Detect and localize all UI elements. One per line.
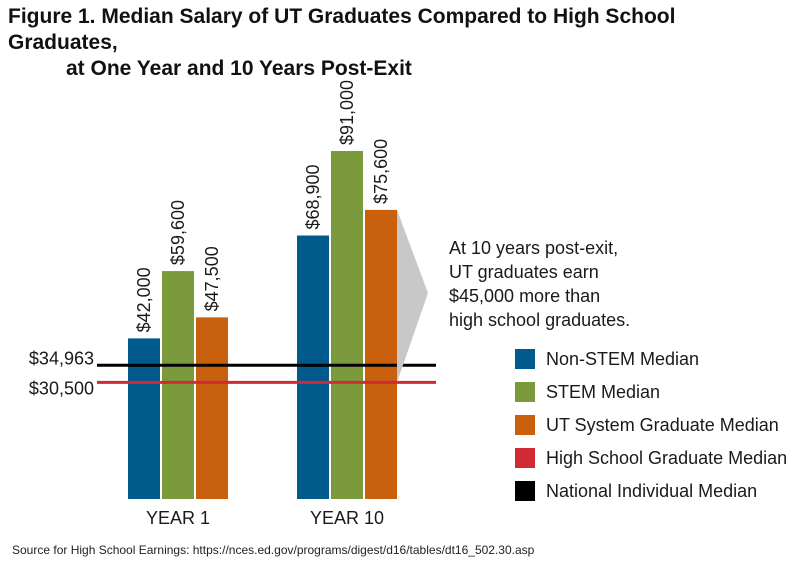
bar-value-label: $47,500 <box>202 246 222 311</box>
chart-title: Figure 1. Median Salary of UT Graduates … <box>8 4 788 82</box>
bar-ut-system-graduate-median-year-1 <box>196 317 228 499</box>
legend-label: National Individual Median <box>546 481 757 501</box>
legend-swatch <box>515 382 535 402</box>
legend-label: UT System Graduate Median <box>546 415 779 435</box>
callout-text-line: UT graduates earn <box>449 262 599 282</box>
legend-label: Non-STEM Median <box>546 349 699 369</box>
bar-non-stem-median-year-10 <box>297 235 329 499</box>
callout-text-line: At 10 years post-exit, <box>449 238 618 258</box>
bar-value-label: $91,000 <box>337 80 357 145</box>
reference-lines-group: $30,500 $34,963 <box>29 348 436 398</box>
legend-swatch <box>515 448 535 468</box>
bar-value-label: $59,600 <box>168 200 188 265</box>
callout-wedge <box>397 209 428 383</box>
bar-value-label: $42,000 <box>134 267 154 332</box>
bar-stem-median-year-10 <box>331 151 363 499</box>
bar-ut-system-graduate-median-year-10 <box>365 209 397 499</box>
callout-group: At 10 years post-exit, UT graduates earn $… <box>397 209 630 383</box>
legend-group: Non-STEM Median STEM Median UT System Grad… <box>515 349 787 501</box>
title-line-2: at One Year and 10 Years Post-Exit <box>66 57 412 80</box>
bar-value-label: $68,900 <box>303 164 323 229</box>
legend-swatch <box>515 481 535 501</box>
bar-non-stem-median-year-1 <box>128 338 160 499</box>
bar-stem-median-year-1 <box>162 271 194 499</box>
reference-line-label: $30,500 <box>29 378 94 398</box>
category-label: YEAR 10 <box>310 508 384 528</box>
category-label: YEAR 1 <box>146 508 210 528</box>
legend-label: STEM Median <box>546 382 660 402</box>
bars-group: $42,000 $59,600 $47,500 YEAR 1 $68,900 $91,00… <box>128 80 397 528</box>
legend-swatch <box>515 349 535 369</box>
legend-label: High School Graduate Median <box>546 448 787 468</box>
bar-value-label: $75,600 <box>371 139 391 204</box>
callout-text-line: high school graduates. <box>449 310 630 330</box>
source-note: Source for High School Earnings: https:/… <box>12 543 535 557</box>
reference-line-label: $34,963 <box>29 348 94 368</box>
legend-swatch <box>515 415 535 435</box>
title-line-1: Figure 1. Median Salary of UT Graduates … <box>8 5 676 54</box>
callout-text-line: $45,000 more than <box>449 286 600 306</box>
